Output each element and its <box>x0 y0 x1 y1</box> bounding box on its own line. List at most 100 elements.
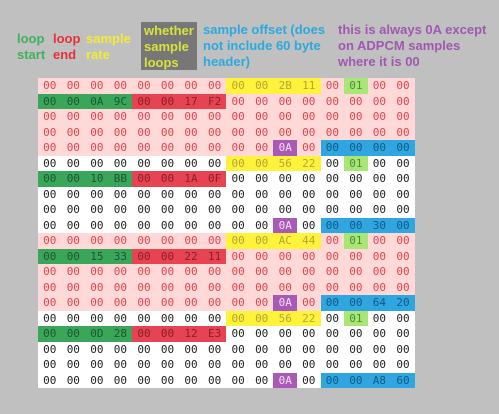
hex-byte: 00 <box>273 202 298 218</box>
hex-byte: 00 <box>132 78 156 94</box>
hex-byte: 00 <box>344 326 368 342</box>
hex-byte: 00 <box>61 310 86 326</box>
hex-byte: 00 <box>202 155 227 171</box>
hex-byte: 00 <box>155 171 180 187</box>
hex-byte: 00 <box>391 264 415 280</box>
hex-byte: 00 <box>132 326 156 342</box>
hex-byte: 00 <box>155 310 180 326</box>
legend-loop-start: loop start <box>17 31 46 62</box>
hex-byte: 00 <box>249 326 274 342</box>
hex-byte: 00 <box>132 202 156 218</box>
hex-byte: 00 <box>155 109 180 125</box>
hex-byte: 00 <box>297 109 321 125</box>
legend-whether-sample-loops: whether sample loops <box>141 22 197 70</box>
hex-byte: 00 <box>249 93 274 109</box>
hex-byte: 00 <box>249 279 274 295</box>
hex-byte: 00 <box>320 372 345 388</box>
hex-byte: 00 <box>179 372 203 388</box>
hex-byte: 00 <box>367 140 392 156</box>
hex-byte: 00 <box>320 93 345 109</box>
hex-byte: 00 <box>367 279 392 295</box>
hex-byte: 00 <box>155 217 180 233</box>
hex-byte: AC <box>273 233 298 249</box>
hex-byte: 30 <box>367 217 392 233</box>
hex-byte: E3 <box>202 326 227 342</box>
hex-byte: 56 <box>273 155 298 171</box>
hex-byte: 00 <box>202 186 227 202</box>
hex-byte: 00 <box>202 109 227 125</box>
hex-byte: 0F <box>202 171 227 187</box>
hex-byte: 00 <box>132 248 156 264</box>
hex-byte: 00 <box>391 279 415 295</box>
hex-byte: 00 <box>108 372 133 388</box>
hex-byte: 00 <box>320 217 345 233</box>
hex-byte: 00 <box>391 186 415 202</box>
hex-byte: 44 <box>297 233 321 249</box>
hex-byte: 00 <box>391 171 415 187</box>
hex-byte: 00 <box>85 140 109 156</box>
hex-byte: 00 <box>226 140 250 156</box>
hex-byte: 00 <box>320 171 345 187</box>
hex-byte: 00 <box>61 217 86 233</box>
hex-byte: 00 <box>297 264 321 280</box>
hex-byte: 00 <box>226 372 250 388</box>
hex-byte: 00 <box>391 357 415 373</box>
hex-byte: 00 <box>179 155 203 171</box>
hex-byte: 00 <box>226 310 250 326</box>
hex-byte: 00 <box>38 202 62 218</box>
hex-byte: 00 <box>226 233 250 249</box>
hex-byte: 00 <box>85 310 109 326</box>
hex-byte: 00 <box>202 233 227 249</box>
hex-byte: 00 <box>391 341 415 357</box>
hex-byte: 00 <box>367 171 392 187</box>
hex-byte: 00 <box>61 109 86 125</box>
hex-byte: 0A <box>273 217 298 233</box>
hex-byte: 00 <box>108 310 133 326</box>
hex-byte: 00 <box>61 279 86 295</box>
hex-byte: 22 <box>297 310 321 326</box>
hex-byte: 00 <box>344 140 368 156</box>
hex-byte: 00 <box>85 279 109 295</box>
hex-byte: 00 <box>320 326 345 342</box>
hex-byte: 00 <box>61 248 86 264</box>
hex-byte: 00 <box>179 186 203 202</box>
hex-byte: 00 <box>226 202 250 218</box>
hex-byte: 00 <box>61 295 86 311</box>
hex-byte: 00 <box>297 124 321 140</box>
hex-byte: 00 <box>179 357 203 373</box>
hex-byte: 00 <box>249 140 274 156</box>
hex-byte: 00 <box>132 310 156 326</box>
hex-byte: 00 <box>226 78 250 94</box>
hex-byte: 00 <box>273 186 298 202</box>
hex-byte: 00 <box>61 202 86 218</box>
hex-byte: 00 <box>179 217 203 233</box>
hex-byte: 00 <box>273 326 298 342</box>
hex-byte: 22 <box>179 248 203 264</box>
hex-row: 00 00 00 00 00 00 00 00 00 00 0A 00 00 00 64 20 <box>38 295 415 311</box>
hex-byte: 00 <box>344 264 368 280</box>
hex-row: 00 00 0D 28 00 00 12 E3 00 00 00 00 00 00 00 00 <box>38 326 415 342</box>
hex-byte: 00 <box>132 264 156 280</box>
hex-byte: 00 <box>367 264 392 280</box>
hex-byte: 00 <box>320 202 345 218</box>
hex-byte: 00 <box>155 140 180 156</box>
hex-byte: 00 <box>367 248 392 264</box>
hex-byte: 00 <box>38 233 62 249</box>
hex-byte: 00 <box>132 357 156 373</box>
hex-byte: 00 <box>108 357 133 373</box>
hex-byte: 00 <box>108 295 133 311</box>
hex-byte: 00 <box>85 341 109 357</box>
hex-byte: 00 <box>108 78 133 94</box>
hex-byte: 00 <box>61 233 86 249</box>
hex-byte: 00 <box>38 372 62 388</box>
hex-byte: 0A <box>273 140 298 156</box>
hex-byte: 00 <box>273 109 298 125</box>
hex-byte: 00 <box>391 326 415 342</box>
hex-row: 00 00 00 00 00 00 00 00 00 00 0A 00 00 00 A8 60 <box>38 372 415 388</box>
hex-byte: 00 <box>85 109 109 125</box>
hex-byte: 00 <box>202 295 227 311</box>
hex-byte: 00 <box>132 372 156 388</box>
hex-byte: 00 <box>273 93 298 109</box>
hex-byte: 33 <box>108 248 133 264</box>
hex-byte: 00 <box>179 341 203 357</box>
